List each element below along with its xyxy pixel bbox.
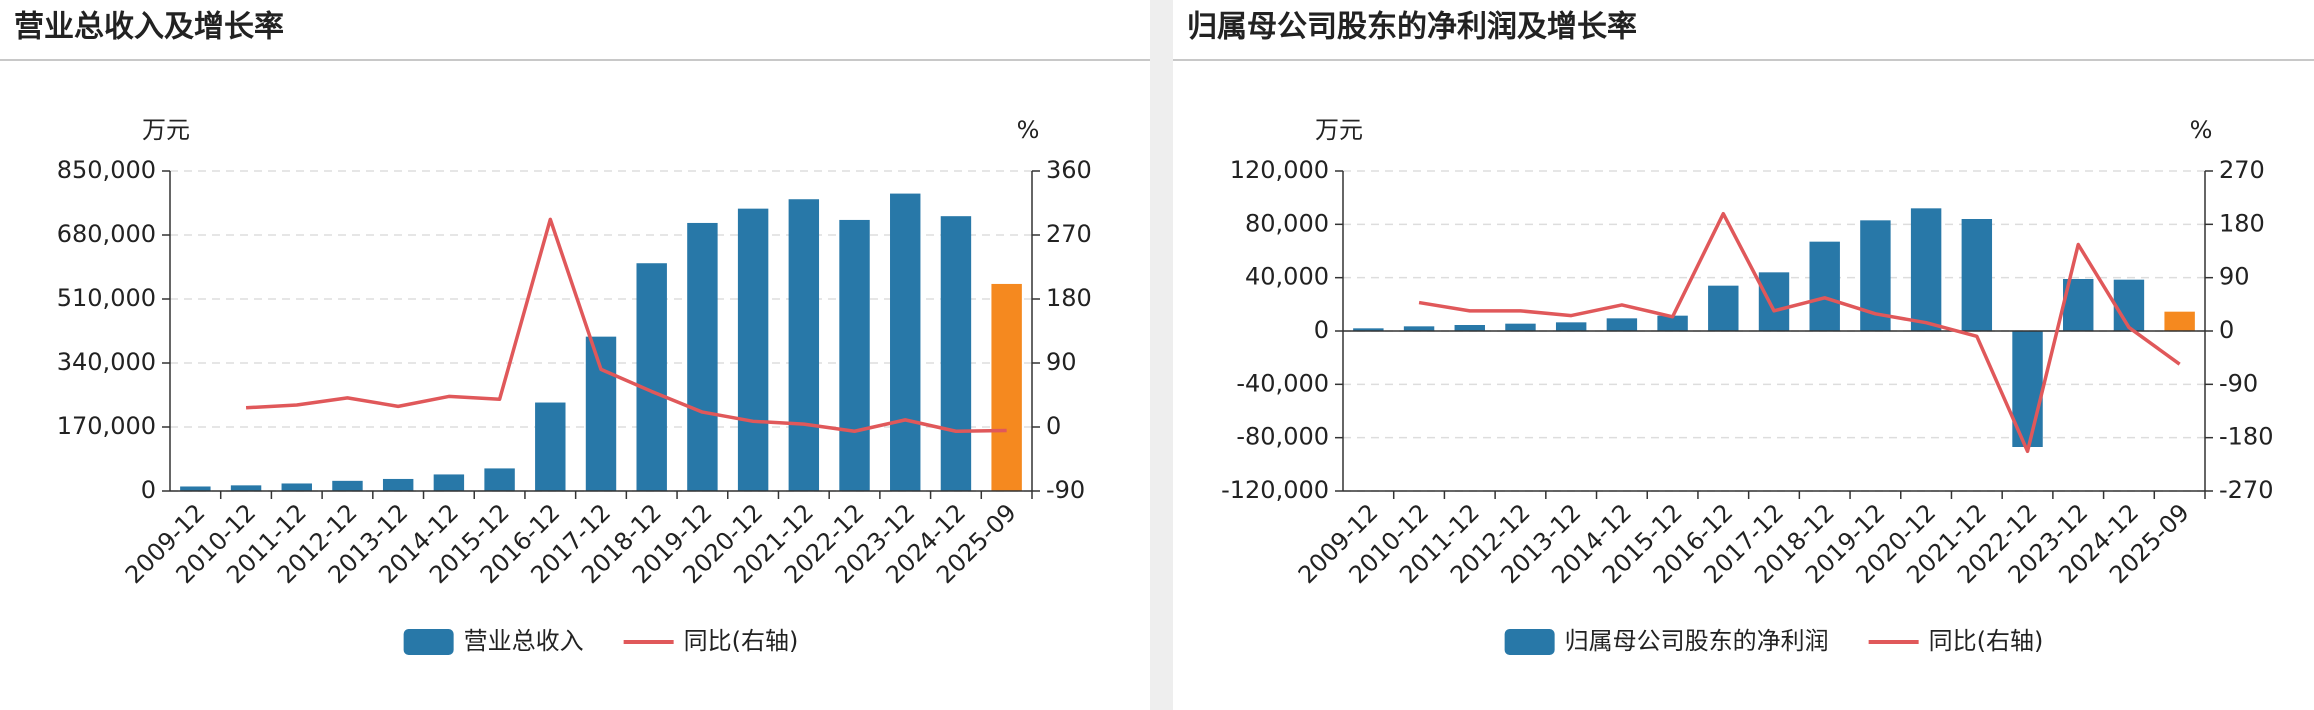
bar	[1505, 323, 1536, 331]
y2-tick-label: 360	[1046, 156, 1092, 184]
chart-title: 归属母公司股东的净利润及增长率	[1187, 10, 1637, 45]
y2-tick-label: 270	[2219, 156, 2265, 184]
bar	[1758, 272, 1790, 331]
bar	[1910, 208, 1942, 331]
y-axis-unit: 万元	[142, 116, 190, 144]
legend-swatch	[403, 629, 454, 655]
y2-tick-label: 180	[1046, 284, 1092, 312]
legend: 营业总收入 同比(右轴)	[403, 627, 799, 655]
y-tick-label: -80,000	[1236, 423, 1329, 451]
bar	[180, 486, 211, 491]
y2-tick-label: 90	[2219, 263, 2250, 291]
y-tick-label: 510,000	[57, 284, 156, 312]
bar	[687, 222, 718, 491]
y-tick-label: 80,000	[1245, 209, 1329, 237]
bar	[1353, 328, 1384, 331]
y-tick-label: 0	[1314, 316, 1329, 344]
bar	[788, 199, 820, 491]
legend-label: 营业总收入	[464, 627, 584, 655]
y2-tick-label: 90	[1046, 348, 1077, 376]
legend-label: 同比(右轴)	[684, 627, 799, 655]
y2-tick-label: -90	[2219, 369, 2258, 397]
y2-tick-label: 270	[1046, 220, 1092, 248]
bar	[484, 468, 515, 491]
y-tick-label: 850,000	[57, 156, 156, 184]
y2-tick-label: -180	[2219, 423, 2273, 451]
y-tick-label: 170,000	[57, 412, 156, 440]
bar	[1708, 285, 1739, 331]
bar	[2113, 279, 2145, 331]
legend-swatch	[1504, 629, 1555, 655]
bar	[737, 208, 769, 491]
bar	[230, 485, 262, 491]
legend: 归属母公司股东的净利润 同比(右轴)	[1504, 627, 2044, 655]
chart-title: 营业总收入及增长率	[14, 10, 284, 45]
y-tick-label: -120,000	[1221, 476, 1329, 504]
bar	[281, 483, 312, 491]
bar	[1961, 219, 1993, 331]
y2-tick-label: -270	[2219, 476, 2273, 504]
bar	[1403, 326, 1435, 331]
y-tick-label: 120,000	[1230, 156, 1329, 184]
bar	[890, 193, 921, 491]
bar	[1555, 322, 1587, 331]
y-tick-label: -40,000	[1236, 369, 1329, 397]
y-tick-label: 680,000	[57, 220, 156, 248]
bar	[1454, 325, 1485, 331]
bar	[940, 216, 972, 492]
legend-label: 归属母公司股东的净利润	[1565, 627, 1829, 655]
bar	[2164, 311, 2195, 331]
bar	[433, 474, 465, 491]
bar	[332, 480, 363, 491]
y2-tick-label: 180	[2219, 209, 2265, 237]
bar	[636, 263, 667, 491]
bar	[382, 478, 414, 491]
y2-axis-unit: %	[1017, 116, 1040, 144]
panel-divider	[1150, 0, 1173, 710]
bar	[535, 402, 566, 491]
bar	[1657, 315, 1688, 331]
line-series	[245, 217, 1007, 434]
bar	[585, 336, 617, 491]
line-series	[1418, 211, 2181, 454]
y2-tick-label: 0	[2219, 316, 2234, 344]
bar	[839, 219, 870, 492]
y-tick-label: 0	[141, 476, 156, 504]
bar	[1606, 318, 1638, 331]
y2-tick-label: -90	[1046, 476, 1085, 504]
legend-label: 同比(右轴)	[1929, 627, 2044, 655]
bar	[1809, 241, 1840, 331]
bar	[991, 283, 1022, 491]
y2-axis-unit: %	[2190, 116, 2213, 144]
y2-tick-label: 0	[1046, 412, 1061, 440]
y-tick-label: 40,000	[1245, 263, 1329, 291]
y-tick-label: 340,000	[57, 348, 156, 376]
y-axis-unit: 万元	[1315, 116, 1363, 144]
